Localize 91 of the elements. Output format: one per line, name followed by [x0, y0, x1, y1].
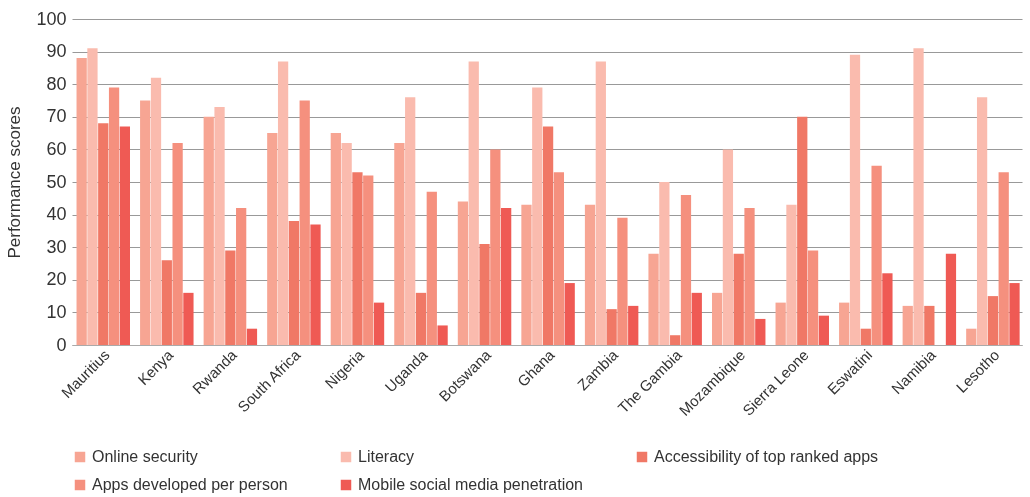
y-tick-label: 50	[46, 171, 67, 192]
bar	[341, 142, 352, 345]
bar	[807, 250, 819, 345]
y-tick-label: 10	[46, 301, 67, 322]
y-tick-label: 100	[36, 8, 67, 29]
bar	[214, 107, 225, 345]
bar	[161, 260, 172, 345]
bar	[744, 208, 755, 345]
bar	[924, 305, 935, 345]
bar	[976, 97, 988, 345]
y-tick-label: 20	[46, 269, 67, 290]
bar	[659, 182, 670, 345]
bar	[246, 328, 258, 345]
bar	[405, 97, 416, 345]
bar	[1009, 283, 1020, 345]
bar	[839, 302, 850, 345]
y-tick-label: 60	[46, 138, 67, 159]
bar	[119, 126, 130, 345]
y-tick-label: 90	[46, 41, 67, 62]
bar	[913, 48, 924, 345]
bar	[733, 253, 744, 345]
bar	[628, 305, 639, 345]
bar	[860, 328, 871, 345]
bar	[288, 221, 300, 345]
bar	[394, 142, 405, 345]
bar	[267, 133, 278, 345]
bar	[108, 87, 120, 345]
bar	[786, 204, 797, 345]
bar	[902, 305, 913, 345]
bar	[871, 165, 882, 345]
bar	[648, 253, 659, 345]
bar	[595, 61, 606, 345]
bar	[987, 296, 999, 345]
bar	[426, 191, 437, 345]
bar	[542, 126, 554, 345]
bar	[98, 123, 109, 345]
legend-label: Apps developed per person	[92, 476, 288, 493]
bar	[818, 315, 829, 345]
bar	[76, 58, 87, 345]
bar	[299, 100, 310, 345]
bar	[564, 283, 575, 345]
bar	[945, 253, 957, 345]
bar	[150, 77, 162, 345]
bar	[617, 217, 628, 345]
bar	[755, 318, 766, 345]
bar	[711, 292, 723, 345]
bar	[680, 195, 692, 345]
bar	[490, 149, 501, 345]
legend-label: Online security	[92, 448, 198, 465]
y-axis-title: Performance scores	[5, 106, 25, 259]
bar	[479, 243, 490, 345]
bar	[882, 273, 893, 345]
bar	[352, 172, 363, 345]
y-tick-label: 30	[46, 236, 67, 257]
bar	[373, 302, 385, 345]
bar	[691, 292, 702, 345]
bar	[87, 48, 98, 345]
y-tick-label: 70	[46, 106, 67, 127]
bar	[363, 175, 374, 345]
bar	[501, 208, 512, 345]
y-tick-label: 40	[46, 204, 67, 225]
bar	[797, 116, 808, 345]
bar	[310, 224, 321, 345]
bar	[437, 325, 448, 345]
bar	[415, 292, 427, 345]
bar	[225, 250, 236, 345]
bar	[277, 61, 289, 345]
bar	[330, 133, 341, 345]
bar	[849, 54, 861, 345]
y-tick-label: 80	[46, 73, 67, 94]
bar	[775, 302, 786, 345]
bar	[584, 204, 596, 345]
bar	[183, 292, 194, 345]
bar	[203, 116, 214, 345]
legend-label: Literacy	[358, 448, 415, 465]
bar	[532, 87, 543, 345]
bar	[172, 142, 183, 345]
legend-label: Mobile social media penetration	[358, 476, 584, 493]
bar	[457, 201, 469, 345]
bar	[236, 208, 247, 345]
bar	[140, 100, 151, 345]
bar	[468, 61, 479, 345]
bar	[606, 309, 617, 345]
y-tick-label: 0	[56, 334, 67, 355]
bar	[670, 335, 681, 345]
bar	[722, 149, 734, 345]
bar	[521, 204, 532, 345]
legend-label: Accessibility of top ranked apps	[654, 448, 879, 465]
bar	[966, 328, 977, 345]
bar	[998, 172, 1009, 345]
bar	[553, 172, 565, 345]
